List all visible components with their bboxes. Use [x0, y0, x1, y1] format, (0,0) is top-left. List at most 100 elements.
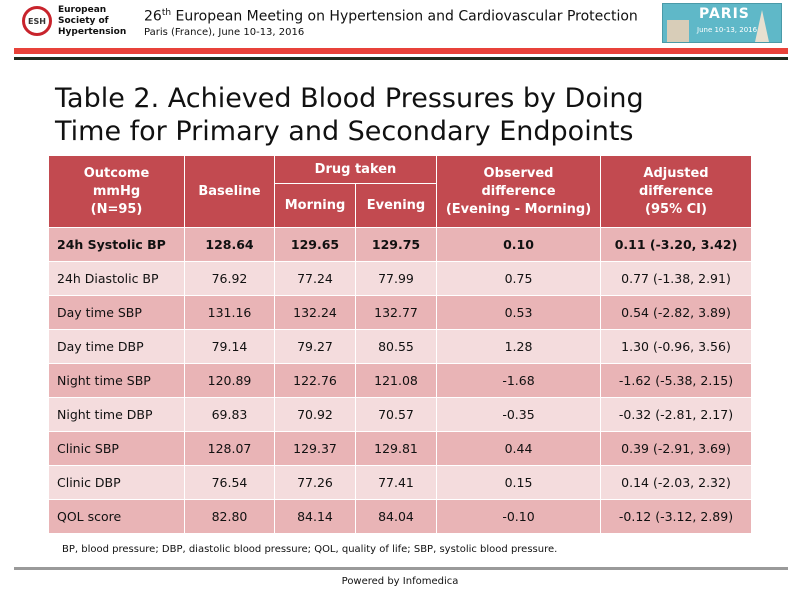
table-row: Day time SBP 131.16 132.24 132.77 0.53 0…: [48, 295, 752, 330]
page-title: Table 2. Achieved Blood Pressures by Doi…: [55, 82, 755, 148]
row-label: Night time DBP: [48, 397, 185, 432]
cell-morning: 129.37: [274, 431, 356, 466]
header-outcome-line1: Outcome: [83, 165, 150, 181]
table-row: Clinic DBP 76.54 77.26 77.41 0.15 0.14 (…: [48, 465, 752, 500]
cell-baseline: 76.54: [184, 465, 275, 500]
header: ESH European Society of Hypertension 26t…: [0, 0, 800, 48]
header-drug-taken: Drug taken: [274, 155, 437, 184]
cell-baseline: 69.83: [184, 397, 275, 432]
row-label: Night time SBP: [48, 363, 185, 398]
cell-observed: 1.28: [436, 329, 601, 364]
cell-adjusted: -0.32 (-2.81, 2.17): [600, 397, 752, 432]
header-outcome: Outcome mmHg (N=95): [48, 155, 185, 228]
header-adjusted-line3: (95% CI): [645, 201, 707, 217]
table-row: QOL score 82.80 84.14 84.04 -0.10 -0.12 …: [48, 499, 752, 534]
paris-dates: June 10-13, 2016: [697, 26, 758, 34]
cell-adjusted: 0.39 (-2.91, 3.69): [600, 431, 752, 466]
cell-observed: 0.75: [436, 261, 601, 296]
blood-pressure-table: Outcome mmHg (N=95) Baseline Drug taken …: [48, 155, 752, 534]
header-dark-band: [14, 57, 788, 60]
logo-line-2: Society of: [58, 16, 109, 26]
table-row: Day time DBP 79.14 79.27 80.55 1.28 1.30…: [48, 329, 752, 364]
esh-logo: ESH European Society of Hypertension: [22, 4, 142, 42]
cell-morning: 77.26: [274, 465, 356, 500]
cell-evening: 129.81: [355, 431, 437, 466]
cell-adjusted: 0.14 (-2.03, 2.32): [600, 465, 752, 500]
footer-credit: Powered by Infomedica: [341, 576, 459, 587]
header-outcome-line2: mmHg: [92, 183, 141, 199]
cell-baseline: 120.89: [184, 363, 275, 398]
header-observed-line1: Observed: [483, 165, 554, 181]
header-morning: Morning: [274, 183, 356, 228]
header-observed: Observed difference (Evening - Morning): [436, 155, 601, 228]
cell-adjusted: 0.54 (-2.82, 3.89): [600, 295, 752, 330]
conf-number: 26: [144, 8, 162, 25]
cell-adjusted: -1.62 (-5.38, 2.15): [600, 363, 752, 398]
cell-baseline: 128.64: [184, 227, 275, 262]
paris-word: PARIS: [699, 6, 750, 22]
cell-observed: 0.10: [436, 227, 601, 262]
cell-evening: 129.75: [355, 227, 437, 262]
cell-baseline: 82.80: [184, 499, 275, 534]
header-adjusted-line1: Adjusted: [643, 165, 709, 181]
cell-evening: 84.04: [355, 499, 437, 534]
footer-divider: [14, 567, 788, 570]
cell-observed: -0.10: [436, 499, 601, 534]
cell-adjusted: 1.30 (-0.96, 3.56): [600, 329, 752, 364]
cell-evening: 132.77: [355, 295, 437, 330]
title-line-1: Table 2. Achieved Blood Pressures by Doi…: [55, 83, 644, 114]
table-row: Night time SBP 120.89 122.76 121.08 -1.6…: [48, 363, 752, 398]
cell-observed: 0.15: [436, 465, 601, 500]
cell-adjusted: 0.77 (-1.38, 2.91): [600, 261, 752, 296]
cell-observed: 0.53: [436, 295, 601, 330]
cell-morning: 129.65: [274, 227, 356, 262]
cell-evening: 121.08: [355, 363, 437, 398]
conference-subtitle: Paris (France), June 10-13, 2016: [144, 27, 305, 38]
header-adjusted-line2: difference: [638, 183, 714, 199]
table-footnote: BP, blood pressure; DBP, diastolic blood…: [62, 544, 558, 555]
cell-morning: 70.92: [274, 397, 356, 432]
cell-baseline: 128.07: [184, 431, 275, 466]
table-row: Night time DBP 69.83 70.92 70.57 -0.35 -…: [48, 397, 752, 432]
cell-baseline: 131.16: [184, 295, 275, 330]
conf-title-rest: European Meeting on Hypertension and Car…: [171, 8, 638, 25]
logo-line-3: Hypertension: [58, 27, 127, 37]
cell-morning: 77.24: [274, 261, 356, 296]
paris-banner: PARIS June 10-13, 2016: [662, 3, 782, 43]
table-row: 24h Diastolic BP 76.92 77.24 77.99 0.75 …: [48, 261, 752, 296]
esh-logo-icon: ESH: [22, 6, 52, 36]
cell-observed: -1.68: [436, 363, 601, 398]
header-evening: Evening: [355, 183, 437, 228]
row-label: Day time DBP: [48, 329, 185, 364]
conference-title: 26th European Meeting on Hypertension an…: [144, 8, 638, 25]
cell-morning: 84.14: [274, 499, 356, 534]
cell-evening: 77.41: [355, 465, 437, 500]
cell-observed: -0.35: [436, 397, 601, 432]
header-baseline: Baseline: [184, 155, 275, 228]
row-label: Day time SBP: [48, 295, 185, 330]
row-label: 24h Diastolic BP: [48, 261, 185, 296]
eiffel-tower-icon: [755, 10, 769, 42]
cell-evening: 70.57: [355, 397, 437, 432]
header-red-band: [14, 48, 788, 54]
header-observed-line2: difference: [481, 183, 556, 199]
esh-logo-text: European Society of Hypertension: [58, 5, 126, 38]
header-adjusted: Adjusted difference (95% CI): [600, 155, 752, 228]
header-observed-line3: (Evening - Morning): [445, 201, 592, 217]
cell-morning: 122.76: [274, 363, 356, 398]
table-row: Clinic SBP 128.07 129.37 129.81 0.44 0.3…: [48, 431, 752, 466]
header-outcome-line3: (N=95): [90, 201, 143, 217]
row-label: 24h Systolic BP: [48, 227, 185, 262]
row-label: Clinic SBP: [48, 431, 185, 466]
conf-suffix: th: [161, 8, 172, 18]
building-icon: [667, 20, 689, 42]
cell-adjusted: 0.11 (-3.20, 3.42): [600, 227, 752, 262]
logo-line-1: European: [58, 5, 107, 15]
row-label: QOL score: [48, 499, 185, 534]
cell-baseline: 76.92: [184, 261, 275, 296]
cell-baseline: 79.14: [184, 329, 275, 364]
cell-evening: 77.99: [355, 261, 437, 296]
cell-observed: 0.44: [436, 431, 601, 466]
table-row: 24h Systolic BP 128.64 129.65 129.75 0.1…: [48, 227, 752, 262]
title-line-2: Time for Primary and Secondary Endpoints: [55, 116, 634, 147]
